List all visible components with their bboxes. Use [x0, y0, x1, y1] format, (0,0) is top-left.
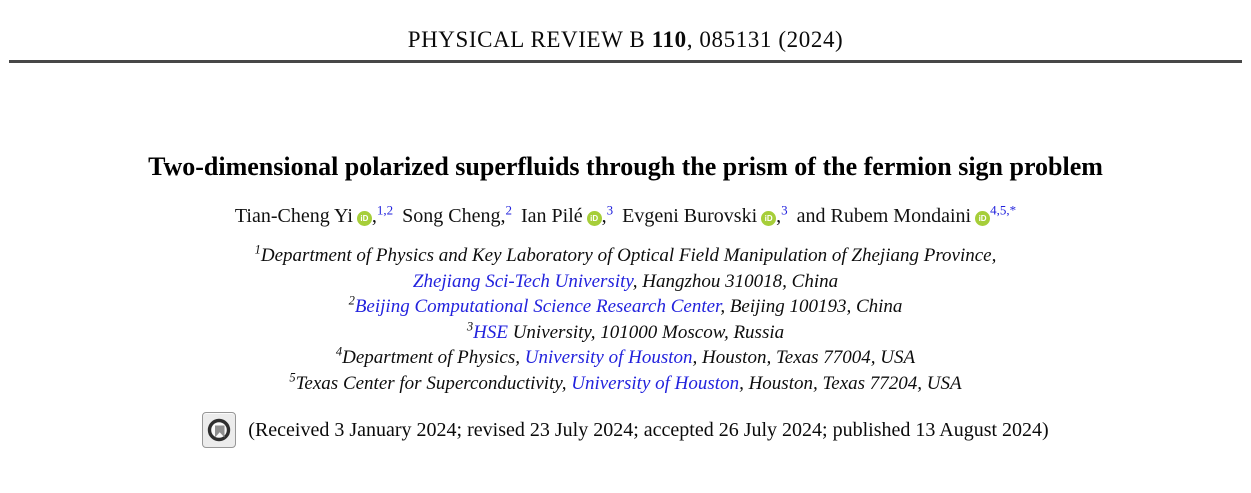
orcid-icon[interactable]: iD [356, 211, 372, 226]
author: Tian-Cheng Yi iD ,1,2 [234, 202, 394, 227]
page-title: Two-dimensional polarized superfluids th… [148, 152, 1103, 181]
author-name: Evgeni Burovski [622, 205, 758, 227]
affiliation-number: 4 [335, 344, 343, 359]
affiliation-text: , Hangzhou 310018, China [632, 270, 839, 292]
journal-issue-info: , 085131 (2024) [686, 27, 844, 52]
affiliations-block: 1Department of Physics and Key Laborator… [0, 243, 1251, 396]
author-affiliation-sup[interactable]: 4,5,* [990, 202, 1017, 218]
author-name: Song Cheng [402, 205, 501, 227]
author: and Rubem Mondaini iD4,5,* [796, 202, 1017, 227]
header-divider [9, 60, 1242, 63]
affiliation-link[interactable]: Beijing Computational Science Research C… [354, 296, 721, 317]
paper-header-page: PHYSICAL REVIEW B 110, 085131 (2024) Two… [0, 27, 1251, 493]
author-affiliation-sup[interactable]: 3 [606, 202, 614, 218]
affiliation-text: , Beijing 100193, China [720, 296, 903, 317]
received-dates: (Received 3 January 2024; revised 23 Jul… [248, 418, 1049, 441]
author-name: Ian Pilé [520, 205, 583, 227]
author: Ian Pilé iD ,3 [520, 202, 614, 227]
affiliation-number: 2 [348, 293, 355, 308]
affiliation-link[interactable]: University of Houston [524, 347, 693, 368]
affiliation-number: 3 [466, 319, 474, 334]
orcid-icon[interactable]: iD [975, 211, 991, 226]
author-affiliation-sup[interactable]: 1,2 [376, 202, 394, 218]
affiliation-text: University, 101000 Moscow, Russia [507, 321, 785, 343]
affiliation-text: , Houston, Texas 77004, USA [692, 347, 916, 368]
affiliation-text: , Houston, Texas 77204, USA [739, 372, 962, 394]
orcid-icon[interactable]: iD [761, 211, 777, 226]
author-comma: , [601, 205, 607, 227]
affiliation-text: Department of Physics, [342, 347, 525, 368]
affiliation-text: Department of Physics and Key Laboratory… [260, 245, 997, 266]
affiliation-line: 1Department of Physics and Key Laborator… [0, 243, 1251, 269]
affiliation-line: 4Department of Physics, University of Ho… [0, 345, 1251, 371]
author-comma: , [500, 205, 506, 227]
affiliation-number: 1 [254, 242, 261, 257]
affiliation-number: 5 [289, 370, 296, 385]
author-name: and Rubem Mondaini [796, 205, 972, 227]
orcid-icon[interactable]: iD [586, 211, 602, 226]
author: Song Cheng,2 [402, 202, 512, 227]
affiliation-line: 5Texas Center for Superconductivity, Uni… [0, 371, 1251, 397]
author-comma: , [371, 205, 377, 227]
affiliation-line: Zhejiang Sci-Tech University, Hangzhou 3… [0, 269, 1251, 295]
journal-header: PHYSICAL REVIEW B 110, 085131 (2024) [0, 27, 1251, 53]
crossmark-check-for-updates-icon[interactable] [202, 412, 237, 448]
affiliation-link[interactable]: HSE [473, 321, 508, 343]
affiliation-text: Texas Center for Superconductivity, [295, 372, 572, 394]
journal-name: PHYSICAL REVIEW B [407, 27, 646, 52]
journal-volume: 110 [651, 27, 687, 52]
author-comma: , [776, 205, 782, 227]
affiliation-link[interactable]: University of Houston [571, 372, 740, 394]
author-name: Tian-Cheng Yi [234, 205, 353, 227]
affiliation-line: 2Beijing Computational Science Research … [0, 294, 1251, 320]
authors-line: Tian-Cheng Yi iD ,1,2 Song Cheng,2 Ian Pilé i… [0, 203, 1251, 229]
affiliation-link[interactable]: Zhejiang Sci-Tech University [412, 270, 633, 292]
author-affiliation-sup[interactable]: 3 [781, 202, 788, 218]
crossmark-glyph [208, 418, 231, 442]
received-row: (Received 3 January 2024; revised 23 Jul… [0, 412, 1251, 448]
author-affiliation-sup[interactable]: 2 [505, 202, 512, 218]
author: Evgeni Burovski iD ,3 [622, 202, 788, 227]
affiliation-line: 3HSE University, 101000 Moscow, Russia [0, 320, 1251, 346]
